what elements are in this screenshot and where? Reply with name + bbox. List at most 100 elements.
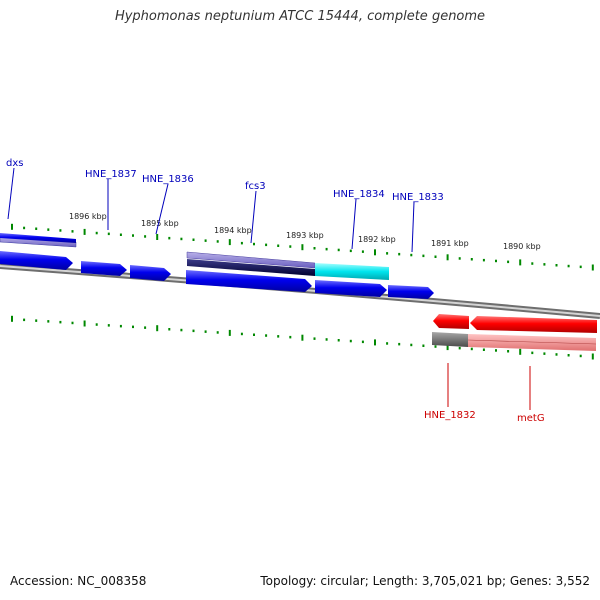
reverse-tick: [519, 348, 522, 355]
forward-tick: [434, 255, 437, 258]
forward-tick: [361, 250, 364, 253]
gene-label-metg[interactable]: metG: [517, 413, 545, 424]
reverse-tick: [337, 339, 340, 342]
metg-gene-bar-pink[interactable]: [468, 334, 596, 351]
reverse-tick: [422, 344, 425, 347]
forward-tick: [132, 234, 134, 237]
reverse-tick: [482, 348, 485, 351]
reverse-tick: [35, 319, 38, 322]
forward-tick: [507, 260, 510, 264]
reverse-tick: [277, 335, 280, 338]
forward-tick: [579, 265, 582, 269]
forward-tick: [216, 240, 219, 243]
forward-tick: [289, 245, 292, 248]
reverse-tick: [470, 347, 473, 351]
gene-label-dxs[interactable]: dxs: [6, 158, 23, 169]
fcs3-gene-arrow[interactable]: [186, 270, 312, 292]
reverse-tick: [240, 332, 243, 336]
forward-tick: [591, 264, 594, 271]
scale-label-1893: 1893 kbp: [286, 231, 324, 240]
gene-label-hne-1836[interactable]: HNE_1836: [142, 174, 194, 185]
reverse-tick: [301, 334, 304, 341]
reverse-tick: [410, 343, 413, 347]
forward-tick: [168, 236, 171, 240]
forward-tick: [398, 252, 401, 256]
forward-tick: [386, 252, 389, 255]
reverse-tick: [23, 318, 26, 322]
forward-tick: [156, 234, 159, 240]
forward-tick: [519, 259, 522, 266]
reverse-tick: [11, 315, 13, 322]
forward-tick: [410, 253, 413, 257]
hne-1832-gene-arrow[interactable]: [433, 314, 469, 329]
reverse-tick: [216, 331, 219, 334]
forward-tick: [301, 244, 304, 251]
forward-tick: [495, 259, 497, 263]
gene-label-hne-1832[interactable]: HNE_1832: [424, 410, 476, 421]
metg-gene-arrow[interactable]: [470, 316, 597, 333]
reverse-tick: [95, 323, 98, 326]
hne-1834-gene-bar-cyan[interactable]: [315, 263, 389, 280]
dxs-gene-arrow[interactable]: [0, 251, 73, 270]
forward-tick: [240, 241, 243, 245]
forward-tick: [228, 239, 231, 246]
reverse-tick: [543, 352, 546, 355]
reverse-tick: [47, 320, 50, 323]
forward-tick: [446, 254, 449, 261]
dxs-label-connector: [7, 167, 15, 220]
forward-tick: [555, 264, 558, 267]
hne-1834-gene-arrow[interactable]: [315, 280, 387, 297]
reverse-tick: [71, 321, 74, 325]
reverse-tick: [119, 324, 122, 328]
reverse-tick: [204, 330, 207, 333]
forward-tick: [349, 249, 352, 253]
hne-1834-label-connector: [351, 198, 357, 250]
reverse-tick: [228, 329, 231, 336]
forward-tick: [325, 247, 328, 251]
scale-label-1895: 1895 kbp: [141, 219, 179, 228]
forward-tick: [470, 258, 473, 261]
genome-title: Hyphomonas neptunium ATCC 15444, complet…: [114, 9, 486, 24]
reverse-tick: [567, 354, 570, 357]
scale-label-1891: 1891 kbp: [431, 239, 469, 248]
reverse-tick: [156, 325, 159, 332]
reverse-tick: [591, 353, 594, 360]
forward-tick: [482, 258, 485, 262]
dxs-gene-bar-blue[interactable]: [0, 233, 76, 243]
gene-label-hne-1834[interactable]: HNE_1834: [333, 189, 385, 200]
reverse-tick: [507, 350, 510, 353]
gene-label-fcs3[interactable]: fcs3: [245, 181, 266, 192]
reverse-tick: [555, 353, 558, 356]
hne-1832-gene-bar-grey[interactable]: [432, 332, 468, 347]
reverse-tick: [398, 342, 401, 346]
fcs3-gene-bar-navy[interactable]: [187, 259, 315, 276]
reverse-tick: [132, 325, 134, 329]
reverse-tick: [180, 328, 183, 332]
forward-tick: [422, 254, 425, 258]
scale-label-1890: 1890 kbp: [503, 242, 541, 251]
reverse-tick: [349, 339, 352, 343]
gene-label-hne-1833[interactable]: HNE_1833: [392, 192, 444, 203]
hne-1833-gene-arrow[interactable]: [388, 285, 434, 299]
forward-tick: [144, 235, 147, 238]
fcs3-label-connector: [250, 190, 257, 244]
forward-tick: [567, 264, 570, 268]
scale-label-1894: 1894 kbp: [214, 226, 252, 235]
topology-text: Topology: circular; Length: 3,705,021 bp…: [260, 574, 590, 588]
reverse-tick: [168, 328, 171, 331]
reverse-tick: [458, 346, 461, 350]
hne-1836-gene-arrow[interactable]: [130, 265, 171, 281]
forward-tick: [95, 231, 98, 235]
forward-tick: [374, 249, 376, 256]
reverse-tick: [386, 342, 389, 345]
hne-1837-gene-arrow[interactable]: [81, 261, 127, 276]
forward-tick: [204, 239, 207, 242]
reverse-tick: [446, 344, 449, 351]
scale-label-1896: 1896 kbp: [69, 212, 107, 221]
reverse-tick: [495, 349, 497, 352]
forward-tick: [35, 227, 38, 230]
forward-tick: [265, 243, 268, 247]
gene-label-hne-1837[interactable]: HNE_1837: [85, 169, 137, 180]
metg-gene-bar-outline: [467, 339, 597, 345]
